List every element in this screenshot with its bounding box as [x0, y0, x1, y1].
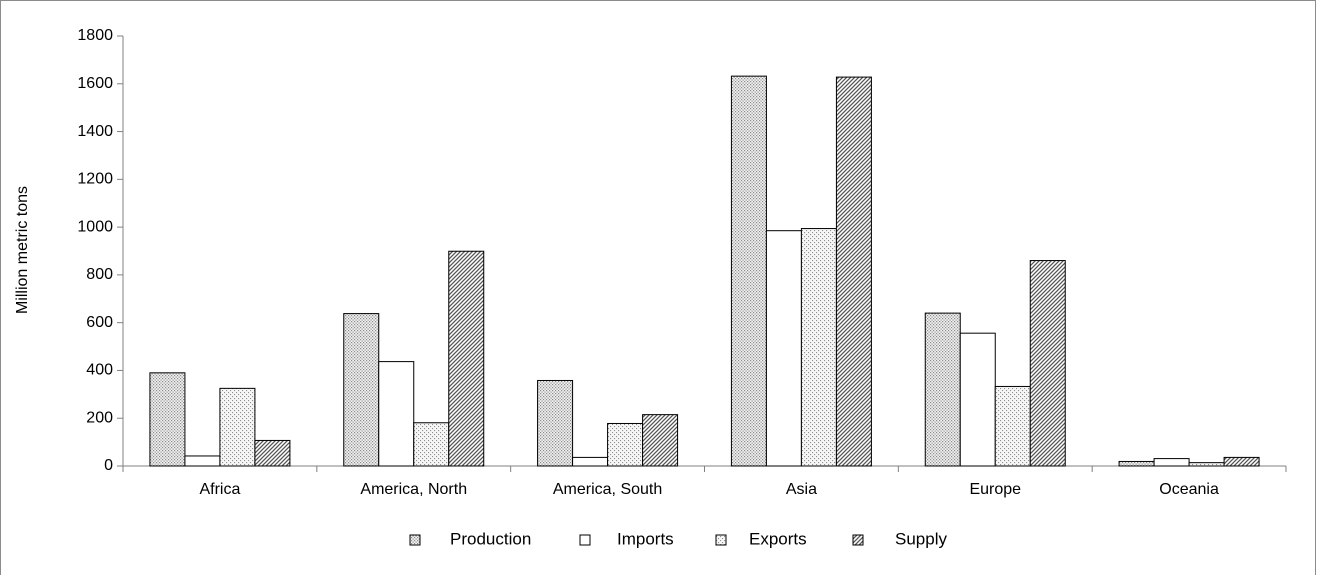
bar-production-america-north	[343, 313, 380, 467]
bar-imports-europe	[959, 332, 996, 467]
bar-exports-oceania	[1188, 462, 1225, 467]
x-tick-label: Europe	[969, 481, 1021, 498]
bar-supply-america-south	[642, 414, 679, 467]
legend-swatch-production	[409, 534, 421, 546]
y-tick-label: 800	[86, 266, 113, 283]
legend: Production Imports Exports Supply	[409, 529, 947, 548]
y-tick-label: 600	[86, 314, 113, 331]
y-axis: 0 200 400 600 800 1000 1200 1400 1600 1800	[77, 27, 124, 474]
x-tick-label: Asia	[786, 481, 817, 498]
legend-label-production: Production	[450, 529, 531, 548]
legend-swatch-imports	[579, 534, 591, 546]
x-tick-label: America, North	[360, 481, 467, 498]
bar-production-asia	[730, 75, 767, 467]
legend-label-imports: Imports	[617, 529, 674, 548]
y-tick-label: 1000	[77, 218, 113, 235]
y-tick-label: 200	[86, 409, 113, 426]
x-tick-label: Africa	[199, 481, 240, 498]
bar-exports-africa	[219, 387, 256, 467]
legend-label-exports: Exports	[749, 529, 807, 548]
legend-swatch-supply	[852, 534, 864, 546]
bar-exports-europe	[994, 385, 1031, 467]
bar-exports-america-north	[413, 422, 450, 467]
bar-imports-oceania	[1153, 458, 1190, 467]
legend-label-supply: Supply	[895, 529, 947, 548]
x-axis: Africa America, North America, South Asia Eu…	[122, 465, 1287, 498]
y-tick-label: 1200	[77, 171, 113, 188]
y-axis-title: Million metric tons	[14, 186, 31, 314]
y-tick-label: 0	[104, 457, 113, 474]
bars-group	[149, 75, 1260, 467]
bar-supply-africa	[254, 439, 291, 467]
bar-production-oceania	[1118, 460, 1155, 467]
x-tick-label: America, South	[553, 481, 662, 498]
x-tick-label: Oceania	[1159, 481, 1219, 498]
bar-exports-asia	[800, 228, 837, 467]
bar-supply-america-north	[448, 250, 485, 467]
y-tick-label: 1800	[77, 27, 113, 44]
bar-imports-america-south	[572, 456, 609, 467]
bar-supply-asia	[835, 76, 872, 467]
y-tick-label: 1600	[77, 75, 113, 92]
bar-production-africa	[149, 372, 186, 467]
y-tick-label: 1400	[77, 123, 113, 140]
bar-imports-asia	[765, 230, 802, 467]
bar-supply-europe	[1029, 260, 1066, 467]
bar-exports-america-south	[607, 422, 644, 467]
bar-imports-africa	[184, 455, 221, 467]
legend-swatch-exports	[715, 534, 727, 546]
bar-production-europe	[924, 312, 961, 467]
bar-production-america-south	[537, 379, 574, 467]
bar-imports-america-north	[378, 361, 415, 467]
bar-supply-oceania	[1223, 456, 1260, 467]
y-tick-label: 400	[86, 362, 113, 379]
